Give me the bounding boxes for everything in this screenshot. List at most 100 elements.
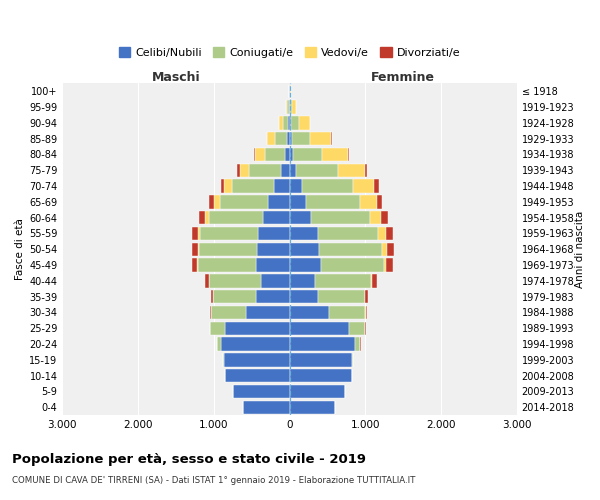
Bar <box>355 338 361 351</box>
Bar <box>386 242 394 256</box>
Bar <box>290 132 292 145</box>
Bar <box>258 226 290 240</box>
Bar <box>290 116 291 130</box>
Bar <box>286 100 287 114</box>
Bar <box>322 148 348 161</box>
Bar <box>352 353 353 366</box>
Bar <box>317 226 378 240</box>
Bar <box>371 274 372 287</box>
Bar <box>291 116 299 130</box>
Bar <box>209 306 211 319</box>
Bar <box>257 242 290 256</box>
Bar <box>383 258 386 272</box>
Bar <box>287 100 289 114</box>
Bar <box>290 211 311 224</box>
Bar <box>290 258 322 272</box>
Bar <box>223 353 224 366</box>
Bar <box>365 306 367 319</box>
Bar <box>221 180 224 193</box>
Bar <box>382 242 386 256</box>
Bar <box>213 290 256 304</box>
Bar <box>289 100 290 114</box>
Y-axis label: Anni di nascita: Anni di nascita <box>575 210 585 288</box>
Bar <box>290 195 305 208</box>
Bar <box>279 116 283 130</box>
Bar <box>205 274 209 287</box>
Bar <box>296 164 338 177</box>
Bar <box>290 369 352 382</box>
Bar <box>263 211 290 224</box>
Bar <box>331 132 332 145</box>
Bar <box>191 242 197 256</box>
Bar <box>220 195 268 208</box>
Bar <box>221 338 290 351</box>
Bar <box>245 306 290 319</box>
Bar <box>381 211 388 224</box>
Bar <box>348 148 349 161</box>
Bar <box>290 338 355 351</box>
Bar <box>377 195 382 208</box>
Text: COMUNE DI CAVA DE' TIRRENI (SA) - Dati ISTAT 1° gennaio 2019 - Elaborazione TUTT: COMUNE DI CAVA DE' TIRRENI (SA) - Dati I… <box>12 476 415 485</box>
Bar <box>274 180 290 193</box>
Bar <box>319 242 382 256</box>
Bar <box>211 306 245 319</box>
Text: Femmine: Femmine <box>371 71 435 84</box>
Bar <box>209 211 263 224</box>
Bar <box>199 211 205 224</box>
Bar <box>200 226 258 240</box>
Bar <box>198 226 200 240</box>
Bar <box>198 258 256 272</box>
Bar <box>305 195 360 208</box>
Bar <box>322 258 383 272</box>
Bar <box>290 226 317 240</box>
Bar <box>290 400 335 414</box>
Bar <box>360 195 377 208</box>
Bar <box>319 290 365 304</box>
Bar <box>242 400 290 414</box>
Bar <box>224 180 232 193</box>
Bar <box>378 226 386 240</box>
Bar <box>283 116 288 130</box>
Bar <box>250 164 281 177</box>
Bar <box>290 242 319 256</box>
Bar <box>311 211 370 224</box>
Bar <box>290 164 296 177</box>
Bar <box>192 226 198 240</box>
Bar <box>210 322 225 335</box>
Bar <box>239 164 250 177</box>
Bar <box>232 180 274 193</box>
Bar <box>225 322 290 335</box>
Bar <box>267 132 275 145</box>
Bar <box>265 148 285 161</box>
Legend: Celibi/Nubili, Coniugati/e, Vedovi/e, Divorziati/e: Celibi/Nubili, Coniugati/e, Vedovi/e, Di… <box>114 42 465 62</box>
Bar <box>292 100 296 114</box>
Bar <box>338 164 365 177</box>
Text: Popolazione per età, sesso e stato civile - 2019: Popolazione per età, sesso e stato civil… <box>12 452 366 466</box>
Y-axis label: Fasce di età: Fasce di età <box>15 218 25 280</box>
Bar <box>287 132 290 145</box>
Bar <box>290 84 291 98</box>
Bar <box>288 116 290 130</box>
Bar <box>372 274 377 287</box>
Bar <box>290 384 345 398</box>
Bar <box>254 148 255 161</box>
Bar <box>290 322 349 335</box>
Bar <box>329 306 365 319</box>
Bar <box>316 274 371 287</box>
Bar <box>290 100 292 114</box>
Bar <box>293 148 322 161</box>
Bar <box>386 226 394 240</box>
Bar <box>365 164 367 177</box>
Bar <box>224 353 290 366</box>
Bar <box>217 338 221 351</box>
Text: Maschi: Maschi <box>152 71 200 84</box>
Bar <box>225 369 290 382</box>
Bar <box>233 384 290 398</box>
Bar <box>370 211 381 224</box>
Bar <box>255 148 265 161</box>
Bar <box>374 180 379 193</box>
Bar <box>214 195 220 208</box>
Bar <box>209 195 214 208</box>
Bar <box>192 258 197 272</box>
Bar <box>256 290 290 304</box>
